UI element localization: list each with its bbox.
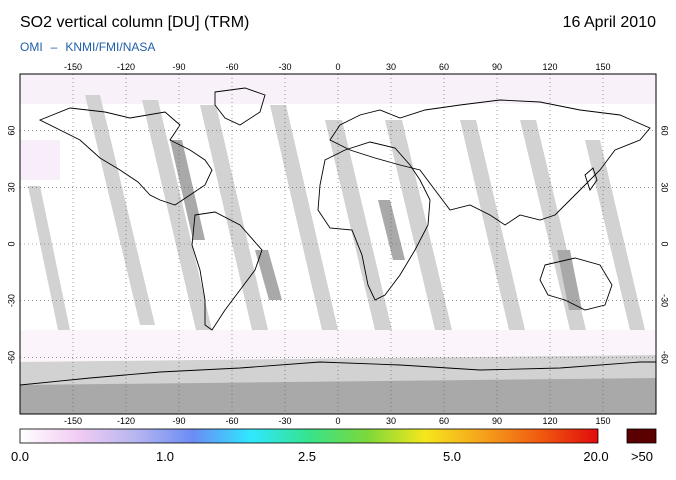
lon-tick-label: 30 xyxy=(386,416,396,426)
colorbar-over-label: >50 xyxy=(630,449,654,464)
coast-australia xyxy=(539,257,613,311)
map-title: SO2 vertical column [DU] (TRM) xyxy=(20,14,250,31)
lon-tick-label: 150 xyxy=(595,62,610,72)
orbit-overlap xyxy=(255,250,282,300)
coast-south-america xyxy=(191,211,263,331)
coastlines xyxy=(20,87,656,386)
orbit-gap xyxy=(200,105,268,330)
lon-tick-label: -30 xyxy=(278,62,291,72)
lat-tick-label: -30 xyxy=(660,294,670,307)
lat-tick-label: -60 xyxy=(6,351,16,364)
colorbar-label-max: 20.0 xyxy=(583,449,609,464)
orbit-overlap xyxy=(378,200,405,260)
colorbar-label: 5.0 xyxy=(442,449,462,464)
lat-tick-label: 30 xyxy=(660,182,670,192)
lon-tick-label: -60 xyxy=(225,416,238,426)
orbit-gap xyxy=(28,186,70,330)
credit-line: OMI – KNMI/FMI/NASA xyxy=(20,40,155,54)
lon-tick-label: -150 xyxy=(64,416,82,426)
lon-tick-label: 90 xyxy=(492,416,502,426)
colorbar-label: 1.0 xyxy=(155,449,175,464)
lon-tick-label: 60 xyxy=(439,62,449,72)
map-area xyxy=(20,74,656,414)
orbit-gap xyxy=(460,120,525,330)
credit-instrument: OMI xyxy=(20,40,43,54)
orbit-gap xyxy=(142,100,212,330)
orbit-gap xyxy=(325,120,392,330)
lon-tick-label: 150 xyxy=(595,416,610,426)
lon-labels-top: -150 -120 -90 -60 -30 0 30 60 90 120 150 xyxy=(64,62,611,72)
noise-patch xyxy=(20,140,60,180)
coast-antarctica xyxy=(20,361,656,386)
lat-tick-label: 0 xyxy=(6,241,16,246)
lat-tick-label: 0 xyxy=(660,241,670,246)
orbit-gap xyxy=(85,95,155,325)
colorbar-over-swatch xyxy=(626,428,657,444)
lat-tick-label: 30 xyxy=(6,182,16,192)
map-frame xyxy=(19,73,657,415)
orbit-overlap xyxy=(557,250,582,310)
lat-tick-label: 60 xyxy=(660,126,670,136)
lon-tick-label: 0 xyxy=(335,62,340,72)
lon-tick-label: -120 xyxy=(117,62,135,72)
coast-eurasia xyxy=(329,99,651,226)
lon-labels-bottom: -150 -120 -90 -60 -30 0 30 60 90 120 150 xyxy=(64,416,611,426)
lat-labels-right: 60 30 0 -30 -60 xyxy=(660,126,670,364)
lon-tick-label: 30 xyxy=(386,62,396,72)
orbit-gap xyxy=(385,120,452,330)
colorbar-label-min: 0.0 xyxy=(10,449,30,464)
lat-tick-label: 60 xyxy=(6,126,16,136)
lon-tick-label: 90 xyxy=(492,62,502,72)
lat-labels-left: 60 30 0 -30 -60 xyxy=(6,126,16,364)
credit-agencies: KNMI/FMI/NASA xyxy=(65,40,156,54)
coast-greenland xyxy=(214,87,266,126)
lon-tick-label: -60 xyxy=(225,62,238,72)
lon-tick-label: 120 xyxy=(542,416,557,426)
credit-dash: – xyxy=(50,40,58,54)
lon-tick-label: 120 xyxy=(542,62,557,72)
coast-africa xyxy=(317,141,431,301)
orbit-gap xyxy=(270,105,338,330)
map-date: 16 April 2010 xyxy=(562,14,656,31)
lon-tick-label: 60 xyxy=(439,416,449,426)
lon-tick-label: -30 xyxy=(278,416,291,426)
lat-tick-label: -60 xyxy=(660,351,670,364)
lon-tick-label: 0 xyxy=(335,416,340,426)
colorbar-label: 2.5 xyxy=(297,449,317,464)
lon-tick-label: -90 xyxy=(172,416,185,426)
lon-tick-label: -120 xyxy=(117,416,135,426)
graticule xyxy=(20,74,656,414)
coast-north-america xyxy=(38,107,213,206)
lat-tick-label: -30 xyxy=(6,294,16,307)
lon-tick-label: -90 xyxy=(172,62,185,72)
lon-tick-label: -150 xyxy=(64,62,82,72)
coast-japan xyxy=(584,167,598,191)
colorbar xyxy=(19,428,599,444)
